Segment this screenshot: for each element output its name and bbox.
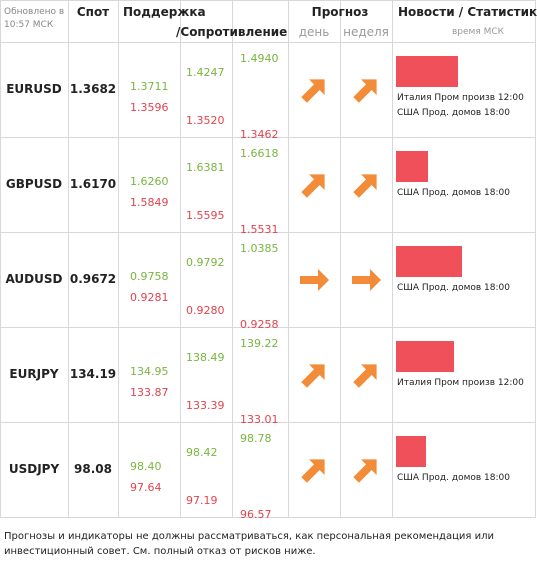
support-level: 1.6381 <box>186 161 225 174</box>
support-level: 134.95 <box>130 365 169 378</box>
pair: EURJPY <box>9 367 59 381</box>
header-spot: Спот <box>76 5 110 19</box>
row-line <box>0 327 536 328</box>
news-item: Италия Пром произв 12:00 <box>397 93 524 103</box>
header-week: неделя <box>343 25 389 39</box>
support-level: 1.4247 <box>186 66 225 79</box>
spot: 1.6170 <box>69 177 117 191</box>
support-level: 139.22 <box>240 337 279 350</box>
column-line <box>535 0 536 517</box>
column-line <box>68 0 69 517</box>
support-level: 138.49 <box>186 351 225 364</box>
spot: 98.08 <box>74 462 112 476</box>
resistance-level: 1.5595 <box>186 209 225 222</box>
pair: AUDUSD <box>5 272 63 286</box>
spot: 1.3682 <box>69 82 117 96</box>
forecast-arrow <box>353 459 377 483</box>
row-line <box>0 517 536 518</box>
row-line <box>0 42 536 43</box>
news-item: Италия Пром произв 12:00 <box>397 378 524 388</box>
forecast-arrow <box>301 364 325 388</box>
row-line <box>0 232 536 233</box>
news-bar <box>396 341 454 372</box>
support-level: 0.9792 <box>186 256 225 269</box>
resistance-level: 1.5849 <box>130 196 169 209</box>
footer-note: Прогнозы и индикаторы не должны рассматр… <box>4 531 494 557</box>
support-level: 0.9758 <box>130 270 169 283</box>
support-level: 1.6618 <box>240 147 279 160</box>
column-line <box>232 0 233 517</box>
column-line <box>392 0 393 517</box>
spot: 0.9672 <box>69 272 117 286</box>
support-level: 1.0385 <box>240 242 279 255</box>
resistance-level: 133.01 <box>240 413 279 426</box>
resistance-level: 97.19 <box>186 494 218 507</box>
support-level: 1.4940 <box>240 52 279 65</box>
spot: 134.19 <box>69 367 117 381</box>
resistance-level: 1.5531 <box>240 223 279 236</box>
column-line <box>288 0 289 517</box>
resistance-level: 133.87 <box>130 386 169 399</box>
forecast-arrow <box>353 79 377 103</box>
row-line <box>0 0 536 1</box>
support-level: 98.42 <box>186 446 218 459</box>
forecast-arrow <box>352 269 381 291</box>
header-forecast: Прогноз <box>311 5 369 19</box>
news-item: США Прод. домов 18:00 <box>397 473 510 483</box>
resistance-level: 0.9281 <box>130 291 169 304</box>
column-line <box>118 0 119 517</box>
resistance-level: 96.57 <box>240 508 272 521</box>
column-line <box>340 0 341 517</box>
header-news: Новости / Статистика <box>398 5 537 19</box>
support-level: 98.40 <box>130 460 162 473</box>
news-bar <box>396 436 426 467</box>
resistance-level: 1.3520 <box>186 114 225 127</box>
column-line <box>180 0 181 517</box>
news-bar <box>396 151 428 182</box>
pair: EURUSD <box>6 82 62 96</box>
row-line <box>0 422 536 423</box>
forecast-arrow <box>353 174 377 198</box>
header-support: Поддержка <box>123 5 206 19</box>
resistance-level: 133.39 <box>186 399 225 412</box>
news-item: США Прод. домов 18:00 <box>397 108 510 118</box>
updated-note: Обновлено в 10:57 МСК <box>4 7 65 30</box>
forecast-arrow <box>301 174 325 198</box>
resistance-level: 0.9280 <box>186 304 225 317</box>
column-line <box>0 0 1 517</box>
news-bar <box>396 56 458 87</box>
news-item: США Прод. домов 18:00 <box>397 283 510 293</box>
pair: USDJPY <box>8 462 60 476</box>
resistance-level: 0.9258 <box>240 318 279 331</box>
forecast-arrow <box>301 79 325 103</box>
header-day: день <box>298 25 330 39</box>
pair: GBPUSD <box>5 177 63 191</box>
news-bar <box>396 246 462 277</box>
support-level: 1.6260 <box>130 175 169 188</box>
forecast-arrow <box>353 364 377 388</box>
forecast-arrow <box>301 459 325 483</box>
header-resistance: /Сопротивление <box>176 25 288 39</box>
resistance-level: 1.3596 <box>130 101 169 114</box>
forecast-arrow <box>300 269 329 291</box>
row-line <box>0 137 536 138</box>
header-time-note: время МСК <box>452 27 505 37</box>
support-level: 1.3711 <box>130 80 169 93</box>
resistance-level: 97.64 <box>130 481 162 494</box>
resistance-level: 1.3462 <box>240 128 279 141</box>
news-item: США Прод. домов 18:00 <box>397 188 510 198</box>
support-level: 98.78 <box>240 432 272 445</box>
